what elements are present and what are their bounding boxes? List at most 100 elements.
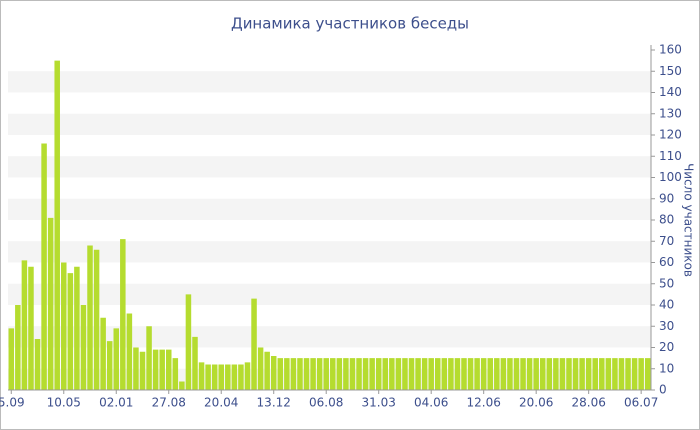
bar [172,358,179,390]
bar [146,326,152,390]
bar [185,294,192,390]
bar [21,260,28,390]
y-tick-label: 80 [659,213,674,227]
bar [330,358,336,390]
bar [553,358,559,390]
bar [303,358,310,390]
bar [533,358,539,390]
grid-band [8,283,651,305]
grid-band [8,156,651,178]
bar [644,358,651,390]
y-tick-label: 30 [659,319,674,333]
bar [244,362,251,390]
bar [310,358,316,390]
bar [61,262,67,390]
y-tick-label: 160 [659,43,682,57]
x-tick-label: 10.05 [47,396,81,410]
bar [362,358,369,390]
bar [441,358,448,390]
bar [47,217,54,390]
bar [264,351,270,390]
bar [507,358,513,390]
bar [277,358,284,390]
y-tick-label: 100 [659,170,682,184]
x-tick-label: 04.06 [414,396,448,410]
bar [389,358,395,390]
y-tick-label: 10 [659,361,674,375]
x-tick-label: 20.04 [204,396,238,410]
bar [54,60,60,390]
bar [520,358,526,390]
bar [139,351,146,390]
bar [284,358,290,390]
bar [592,358,598,390]
bar [34,339,41,390]
grid-band [8,198,651,220]
bar [198,362,205,390]
bar [618,358,625,390]
bar [67,273,74,390]
y-tick-label: 130 [659,106,682,120]
bar [408,358,415,390]
bar [316,358,323,390]
y-tick-label: 150 [659,64,682,78]
y-tick-label: 60 [659,255,674,269]
bar [539,358,546,390]
bar [467,358,474,390]
bar [8,328,15,390]
bar [500,358,507,390]
grid-band [8,241,651,263]
x-tick-label: 28.06 [571,396,605,410]
x-tick-label: 31.03 [362,396,396,410]
bar [74,266,80,390]
bar [435,358,441,390]
bar [225,364,231,390]
bar [290,358,297,390]
bar [356,358,362,390]
bar [566,358,572,390]
x-tick-label: 5.09 [0,396,25,410]
bar [297,358,303,390]
bar [179,381,185,390]
y-tick-label: 40 [659,298,674,312]
bar [270,356,277,390]
bar [428,358,434,390]
bar [369,358,375,390]
bar [421,358,428,390]
bar [336,358,343,390]
x-tick-label: 27.08 [152,396,186,410]
bar [251,298,257,390]
bar [192,336,198,390]
bar [80,305,87,390]
bar [546,358,553,390]
bar [480,358,487,390]
bar [211,364,218,390]
bar [513,358,520,390]
bar [454,358,461,390]
bar [41,143,47,390]
x-tick-label: 12.06 [467,396,501,410]
bar [120,239,126,390]
y-tick-label: 90 [659,191,674,205]
bar [448,358,454,390]
y-tick-label: 20 [659,340,674,354]
bar [87,245,93,390]
bar [93,249,100,390]
x-tick-label: 06.07 [624,396,658,410]
bar [612,358,618,390]
bar [526,358,533,390]
bar [382,358,389,390]
bar [323,358,329,390]
bar [494,358,500,390]
bar [579,358,585,390]
x-tick-label: 02.01 [99,396,133,410]
bar [205,364,211,390]
bar [100,317,106,390]
bar [605,358,612,390]
y-tick-label: 0 [659,383,667,397]
bar [349,358,356,390]
x-tick-label: 13.12 [257,396,291,410]
bar [106,341,113,390]
bar [402,358,408,390]
